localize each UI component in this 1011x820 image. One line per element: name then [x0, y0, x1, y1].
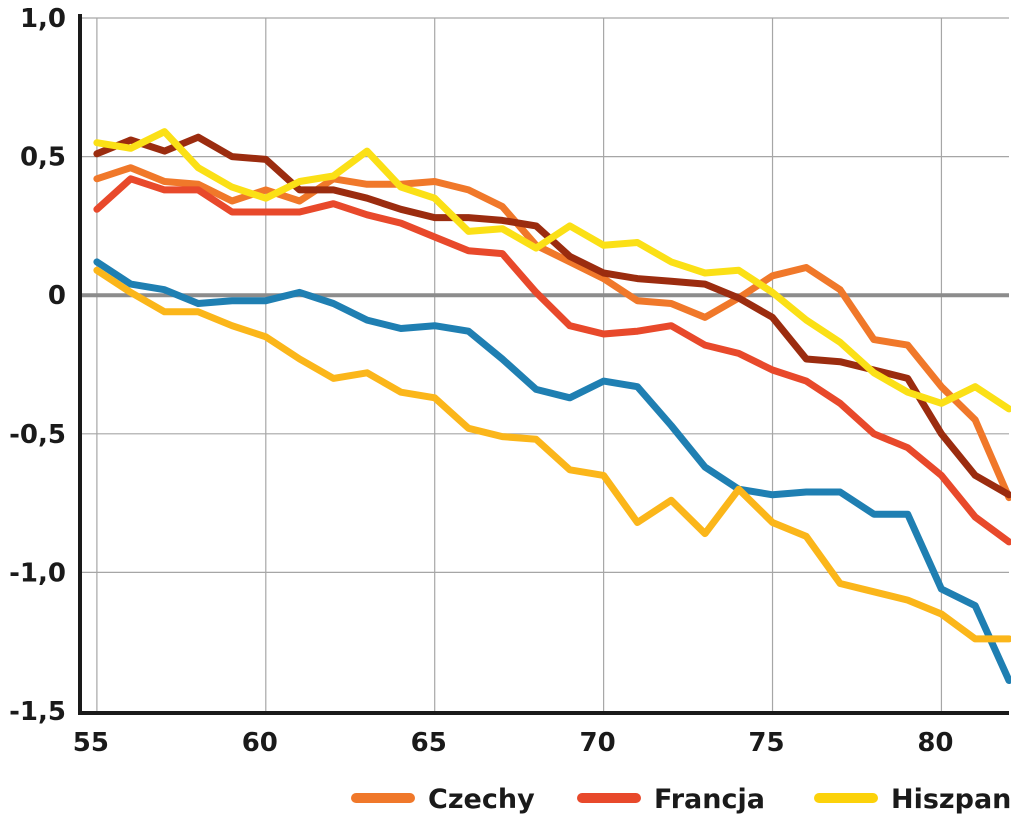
legend-item-0: Czechy: [351, 784, 535, 815]
y-tick-label-5: -1,5: [9, 697, 66, 727]
legend-label-0: Czechy: [428, 784, 535, 815]
series-line-1: [93, 175, 1011, 546]
x-tick-label-80: 80: [917, 728, 953, 758]
legend: Czechy Francja Hiszpan: [351, 784, 1011, 815]
y-tick-label-2: 0: [48, 281, 66, 311]
series-line-5: [93, 266, 1011, 643]
y-tick-labels: 1,0 0,5 0 -0,5 -1,0 -1,5: [9, 4, 66, 727]
x-tick-label-55: 55: [73, 728, 109, 758]
legend-item-2: Hiszpan: [814, 784, 1011, 815]
y-tick-label-4: -1,0: [9, 558, 66, 588]
y-tick-label-3: -0,5: [9, 420, 66, 450]
legend-item-1: Francja: [577, 784, 765, 815]
x-tick-labels: 55 60 65 70 75 80: [73, 728, 954, 758]
series-line-4: [93, 258, 1011, 684]
x-tick-label-60: 60: [242, 728, 278, 758]
series-layer: [93, 128, 1011, 684]
x-tick-label-75: 75: [748, 728, 784, 758]
x-tick-label-70: 70: [580, 728, 616, 758]
legend-label-2: Hiszpan: [891, 784, 1011, 815]
y-tick-label-0: 1,0: [20, 4, 66, 34]
legend-label-1: Francja: [654, 784, 765, 815]
y-tick-label-1: 0,5: [20, 143, 66, 173]
series-line-3: [93, 128, 1011, 413]
series-line-0: [93, 164, 1011, 502]
x-tick-label-65: 65: [411, 728, 447, 758]
grid: [80, 17, 1009, 711]
axes: [78, 14, 1009, 715]
